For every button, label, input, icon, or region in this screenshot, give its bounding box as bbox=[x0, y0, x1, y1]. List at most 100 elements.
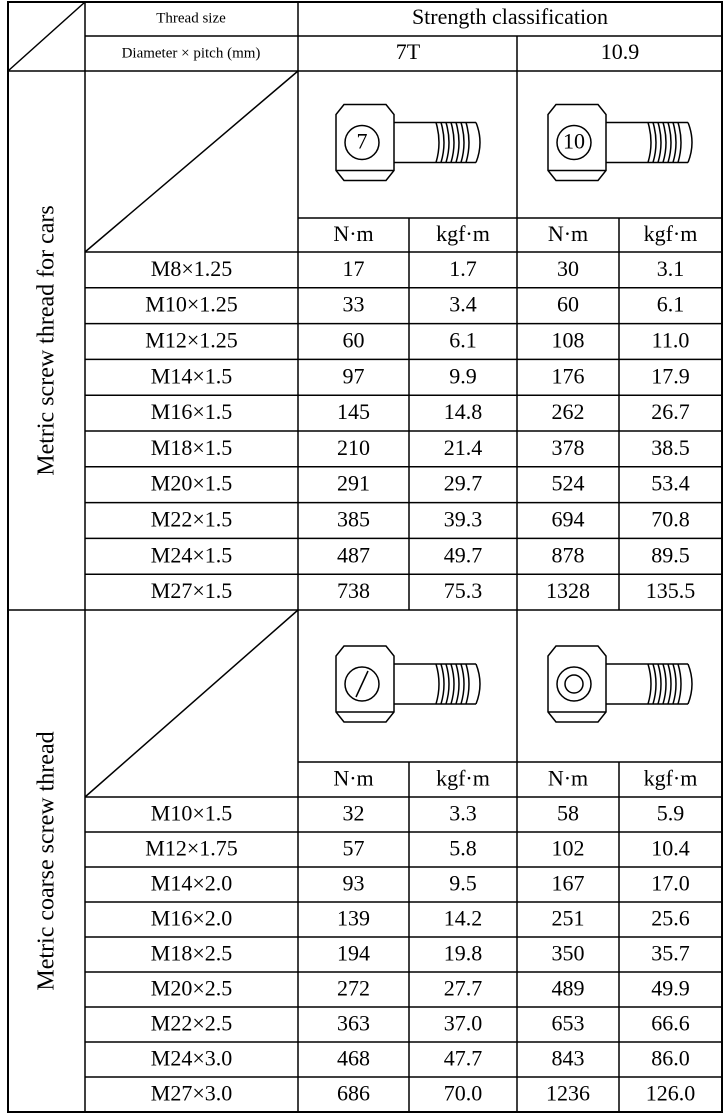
bolt-thread bbox=[451, 664, 454, 704]
thread-size: M10×1.5 bbox=[151, 801, 232, 826]
bolt-thread bbox=[436, 664, 439, 704]
section-label: Metric coarse screw thread bbox=[34, 731, 60, 990]
torque-value: 58 bbox=[557, 801, 579, 826]
bolt-thread bbox=[673, 123, 676, 163]
torque-value: 21.4 bbox=[444, 435, 483, 460]
thread-size: M14×2.0 bbox=[151, 871, 232, 896]
bolt-thread bbox=[678, 664, 681, 704]
thread-size: M24×1.5 bbox=[151, 542, 232, 567]
torque-value: 47.7 bbox=[444, 1046, 483, 1071]
torque-value: 176 bbox=[552, 363, 585, 388]
torque-value: 5.9 bbox=[657, 801, 685, 826]
torque-value: 102 bbox=[552, 836, 585, 861]
torque-value: 38.5 bbox=[651, 435, 690, 460]
torque-value: 35.7 bbox=[651, 941, 690, 966]
bolt-thread bbox=[658, 664, 661, 704]
torque-value: 70.0 bbox=[444, 1081, 483, 1106]
thread-size: M12×1.25 bbox=[145, 328, 237, 353]
torque-value: 378 bbox=[552, 435, 585, 460]
unit-label: kgf·m bbox=[436, 221, 490, 246]
bolt-end bbox=[688, 123, 692, 163]
bolt-end bbox=[688, 664, 692, 704]
torque-value: 49.9 bbox=[651, 976, 690, 1001]
torque-value: 27.7 bbox=[444, 976, 483, 1001]
torque-value: 9.9 bbox=[449, 363, 477, 388]
corner-diagonal bbox=[8, 2, 85, 71]
bolt-thread bbox=[663, 123, 666, 163]
torque-value: 350 bbox=[552, 941, 585, 966]
thread-size: M18×2.5 bbox=[151, 941, 232, 966]
torque-value: 1328 bbox=[546, 578, 590, 603]
bolt-thread bbox=[451, 123, 454, 163]
bolt-thread bbox=[648, 123, 651, 163]
unit-label: kgf·m bbox=[436, 766, 490, 791]
torque-value: 686 bbox=[337, 1081, 370, 1106]
torque-value: 30 bbox=[557, 256, 579, 281]
torque-value: 17.0 bbox=[651, 871, 690, 896]
torque-value: 53.4 bbox=[651, 471, 690, 496]
bolt-thread bbox=[678, 123, 681, 163]
bolt-thread bbox=[461, 123, 464, 163]
unit-label: N·m bbox=[333, 221, 373, 246]
torque-value: 19.8 bbox=[444, 941, 483, 966]
bolt-thread bbox=[446, 123, 449, 163]
torque-value: 9.5 bbox=[449, 871, 477, 896]
thread-size: M20×2.5 bbox=[151, 976, 232, 1001]
torque-value: 487 bbox=[337, 542, 370, 567]
torque-value: 139 bbox=[337, 906, 370, 931]
torque-value: 5.8 bbox=[449, 836, 477, 861]
torque-value: 210 bbox=[337, 435, 370, 460]
torque-value: 108 bbox=[552, 328, 585, 353]
section-label: Metric screw thread for cars bbox=[34, 205, 60, 476]
torque-value: 145 bbox=[337, 399, 370, 424]
torque-value: 17.9 bbox=[651, 363, 690, 388]
bolt-thread bbox=[456, 123, 459, 163]
thread-size: M22×1.5 bbox=[151, 507, 232, 532]
bolt-thread bbox=[466, 664, 469, 704]
thread-size: M18×1.5 bbox=[151, 435, 232, 460]
torque-value: 75.3 bbox=[444, 578, 483, 603]
torque-value: 694 bbox=[552, 507, 585, 532]
cell-diagonal bbox=[85, 71, 298, 252]
torque-value: 843 bbox=[552, 1046, 585, 1071]
torque-value: 57 bbox=[343, 836, 365, 861]
torque-value: 60 bbox=[343, 328, 365, 353]
thread-size: M14×1.5 bbox=[151, 363, 232, 388]
torque-value: 66.6 bbox=[651, 1011, 690, 1036]
torque-value: 194 bbox=[337, 941, 370, 966]
torque-value: 878 bbox=[552, 542, 585, 567]
torque-value: 37.0 bbox=[444, 1011, 483, 1036]
unit-label: kgf·m bbox=[644, 766, 698, 791]
torque-value: 60 bbox=[557, 292, 579, 317]
thread-size-header: Thread size bbox=[156, 10, 226, 26]
torque-value: 6.1 bbox=[449, 328, 477, 353]
thread-size: M10×1.25 bbox=[145, 292, 237, 317]
torque-value: 738 bbox=[337, 578, 370, 603]
bolt-end bbox=[476, 664, 480, 704]
bolt-thread bbox=[456, 664, 459, 704]
torque-value: 251 bbox=[552, 906, 585, 931]
bolt-thread bbox=[441, 123, 444, 163]
torque-value: 33 bbox=[343, 292, 365, 317]
torque-value: 489 bbox=[552, 976, 585, 1001]
unit-label: kgf·m bbox=[644, 221, 698, 246]
torque-value: 39.3 bbox=[444, 507, 483, 532]
torque-value: 3.4 bbox=[449, 292, 477, 317]
strength-header: Strength classification bbox=[412, 4, 608, 29]
thread-size: M16×1.5 bbox=[151, 399, 232, 424]
torque-value: 524 bbox=[552, 471, 585, 496]
class-header: 7T bbox=[396, 39, 421, 64]
thread-size: M20×1.5 bbox=[151, 471, 232, 496]
torque-value: 1.7 bbox=[449, 256, 477, 281]
torque-value: 363 bbox=[337, 1011, 370, 1036]
bolt-thread bbox=[441, 664, 444, 704]
torque-value: 468 bbox=[337, 1046, 370, 1071]
class-header: 10.9 bbox=[601, 39, 640, 64]
torque-value: 70.8 bbox=[651, 507, 690, 532]
unit-label: N·m bbox=[548, 221, 588, 246]
torque-value: 14.8 bbox=[444, 399, 483, 424]
torque-value: 3.3 bbox=[449, 801, 477, 826]
torque-value: 385 bbox=[337, 507, 370, 532]
bolt-thread bbox=[673, 664, 676, 704]
bolt-thread bbox=[466, 123, 469, 163]
